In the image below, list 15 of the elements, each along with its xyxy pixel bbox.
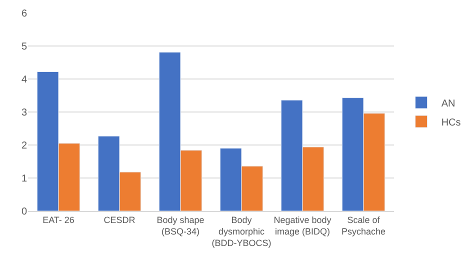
y-tick-label: 4 [21, 74, 28, 86]
y-tick-label: 5 [21, 42, 28, 52]
y-tick-label: 1 [21, 174, 28, 184]
legend-label: AN [441, 98, 456, 110]
y-tick-label: 3 [21, 108, 28, 118]
x-tick-label: EAT- 26 [42, 214, 74, 225]
y-tick-label: 6 [21, 8, 28, 20]
y-tick-label: 0 [21, 206, 28, 218]
x-tick-label: CESDR [104, 214, 136, 225]
x-tick-label: Body shape (BSQ-34) [156, 214, 204, 236]
legend-label: HCs [441, 117, 461, 128]
x-tick-label: Negative body image (BIDQ) [274, 214, 332, 236]
x-tick-label: Body dysmorphic (BDD-YBOCS) [212, 214, 272, 248]
y-tick-label: 2 [21, 140, 28, 152]
x-tick-label: Scale of Psychache [341, 214, 386, 236]
